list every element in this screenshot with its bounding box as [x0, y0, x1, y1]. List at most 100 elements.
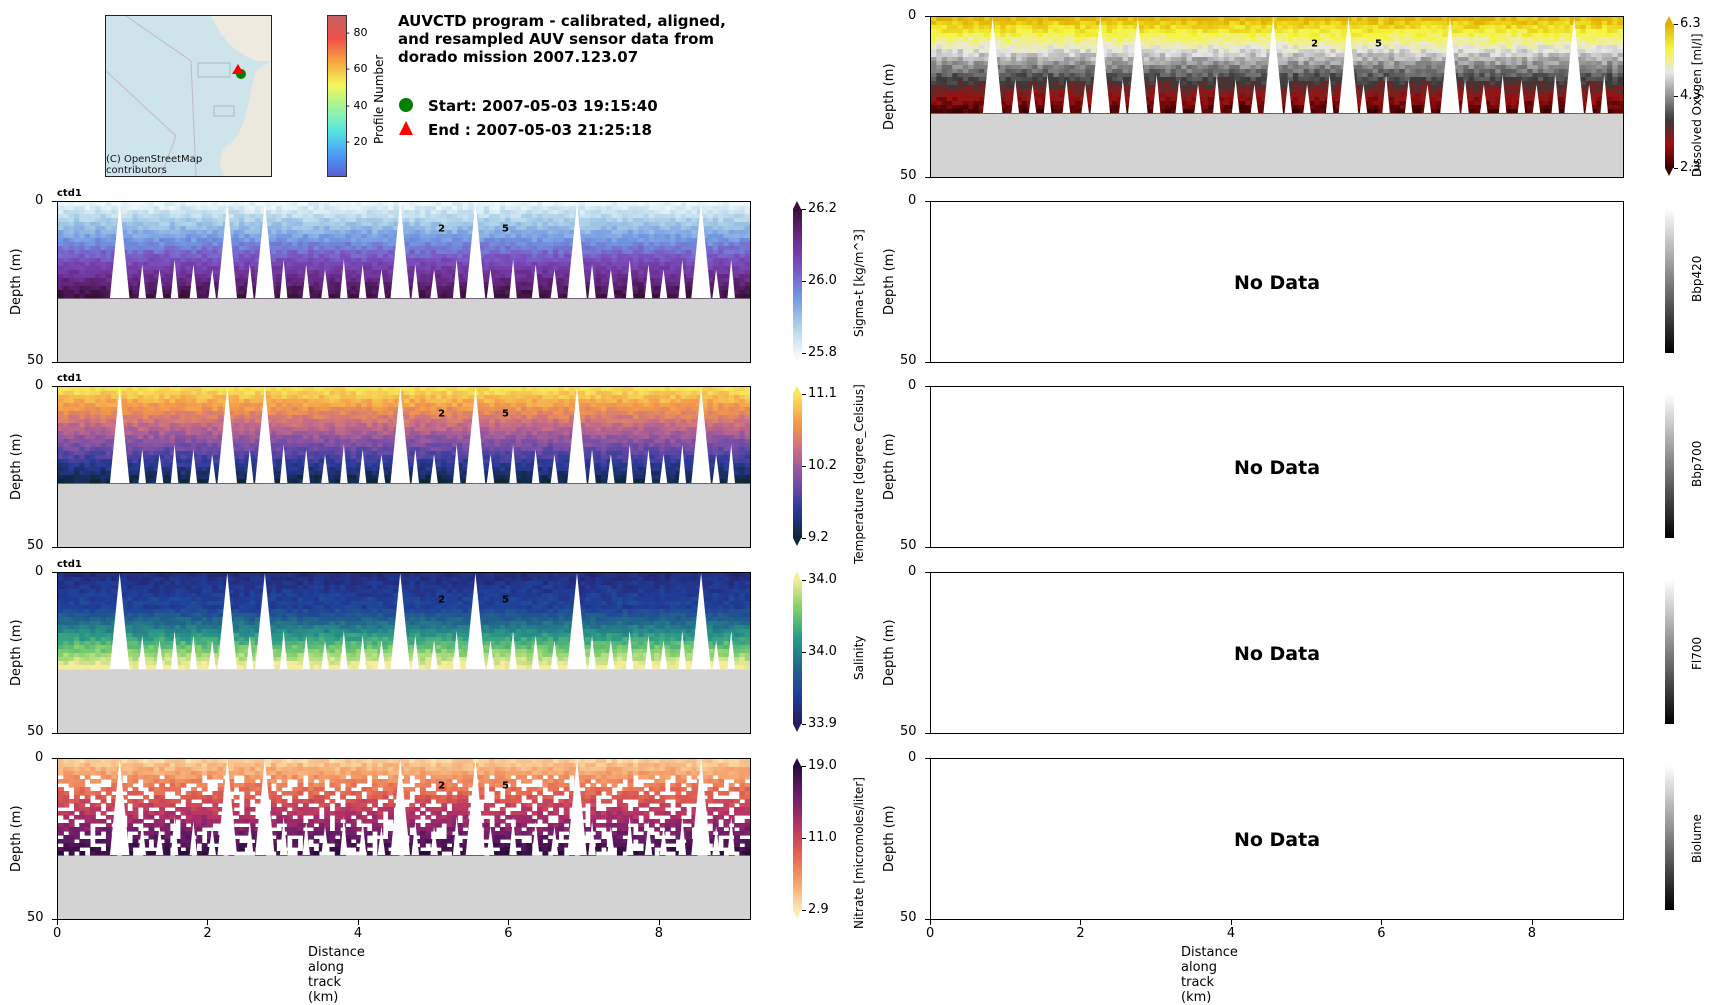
- heatmap-cell: [58, 423, 64, 428]
- heatmap-cell: [148, 270, 154, 275]
- heatmap-cell: [447, 439, 453, 444]
- heatmap-cell: [148, 210, 154, 215]
- heatmap-cell: [282, 222, 288, 227]
- heatmap-cell: [441, 258, 447, 263]
- heatmap-cell: [340, 218, 346, 223]
- heatmap-cell: [127, 459, 133, 464]
- heatmap-cell: [292, 459, 298, 464]
- heatmap-cell: [590, 266, 596, 271]
- heatmap-cell: [361, 210, 367, 215]
- heatmap-cell: [665, 278, 671, 283]
- heatmap-cell: [63, 226, 69, 231]
- heatmap-cell: [202, 427, 208, 432]
- heatmap-cell: [69, 419, 75, 424]
- heatmap-cell: [329, 230, 335, 235]
- heatmap-cell: [585, 226, 591, 231]
- heatmap-cell: [329, 258, 335, 263]
- heatmap-cell: [239, 427, 245, 432]
- heatmap-cell: [95, 403, 101, 408]
- heatmap-cell: [202, 475, 208, 480]
- heatmap-cell: [196, 210, 202, 215]
- heatmap-cell: [351, 399, 357, 404]
- heatmap-cell: [383, 238, 389, 243]
- heatmap-cell: [521, 226, 527, 231]
- heatmap-cell: [159, 238, 165, 243]
- heatmap-cell: [191, 415, 197, 420]
- heatmap-cell: [356, 230, 362, 235]
- heatmap-cell: [654, 226, 660, 231]
- heatmap-cell: [148, 202, 154, 207]
- heatmap-cell: [250, 391, 256, 396]
- heatmap-cell: [553, 230, 559, 235]
- heatmap-cell: [314, 435, 320, 440]
- heatmap-cell: [447, 250, 453, 255]
- heatmap-cell: [90, 467, 96, 472]
- heatmap-cell: [101, 407, 107, 412]
- heatmap-cell: [239, 407, 245, 412]
- heatmap-cell: [569, 206, 575, 211]
- heatmap-cell: [564, 278, 570, 283]
- heatmap-cell: [739, 218, 745, 223]
- heatmap-cell: [303, 230, 309, 235]
- heatmap-cell: [164, 206, 170, 211]
- heatmap-cell: [90, 210, 96, 215]
- heatmap-cell: [191, 254, 197, 259]
- heatmap-cell: [415, 439, 421, 444]
- heatmap-cell: [500, 238, 506, 243]
- heatmap-cell: [138, 230, 144, 235]
- heatmap-cell: [441, 246, 447, 251]
- heatmap-cell: [521, 282, 527, 287]
- heatmap-cell: [154, 250, 160, 255]
- heatmap-cell: [212, 395, 218, 400]
- heatmap-cell: [644, 234, 650, 239]
- heatmap-cell: [133, 475, 139, 480]
- heatmap-cell: [292, 427, 298, 432]
- heatmap-cell: [707, 210, 713, 215]
- heatmap-cell: [148, 459, 154, 464]
- heatmap-cell: [494, 250, 500, 255]
- heatmap-cell: [143, 250, 149, 255]
- heatmap-cell: [138, 222, 144, 227]
- heatmap-cell: [287, 242, 293, 247]
- heatmap-cell: [649, 226, 655, 231]
- heatmap-cell: [159, 439, 165, 444]
- heatmap-cell: [143, 451, 149, 456]
- heatmap-cell: [133, 415, 139, 420]
- heatmap-cell: [351, 387, 357, 392]
- heatmap-cell: [420, 447, 426, 452]
- heatmap-cell: [372, 427, 378, 432]
- heatmap-cell: [74, 266, 80, 271]
- heatmap-cell: [377, 407, 383, 412]
- heatmap-cell: [287, 278, 293, 283]
- heatmap-cell: [95, 282, 101, 287]
- heatmap-cell: [303, 246, 309, 251]
- heatmap-cell: [63, 250, 69, 255]
- heatmap-cell: [521, 234, 527, 239]
- heatmap-cell: [69, 451, 75, 456]
- heatmap-cell: [468, 202, 474, 207]
- heatmap-cell: [298, 290, 304, 295]
- heatmap-cell: [154, 387, 160, 392]
- heatmap-cell: [356, 246, 362, 251]
- heatmap-cell: [95, 266, 101, 271]
- heatmap-cell: [159, 411, 165, 416]
- heatmap-cell: [69, 443, 75, 448]
- heatmap-cell: [164, 222, 170, 227]
- heatmap-cell: [111, 230, 117, 235]
- heatmap-cell: [148, 419, 154, 424]
- heatmap-cell: [154, 455, 160, 460]
- heatmap-cell: [335, 266, 341, 271]
- heatmap-cell: [654, 238, 660, 243]
- heatmap-cell: [106, 266, 112, 271]
- heatmap-cell: [218, 419, 224, 424]
- heatmap-cell: [95, 250, 101, 255]
- heatmap-cell: [292, 270, 298, 275]
- heatmap-cell: [207, 415, 213, 420]
- heatmap-cell: [383, 262, 389, 267]
- heatmap-cell: [707, 242, 713, 247]
- heatmap-cell: [276, 435, 282, 440]
- heatmap-cell: [548, 250, 554, 255]
- heatmap-cell: [106, 423, 112, 428]
- heatmap-cell: [723, 242, 729, 247]
- heatmap-cell: [287, 286, 293, 291]
